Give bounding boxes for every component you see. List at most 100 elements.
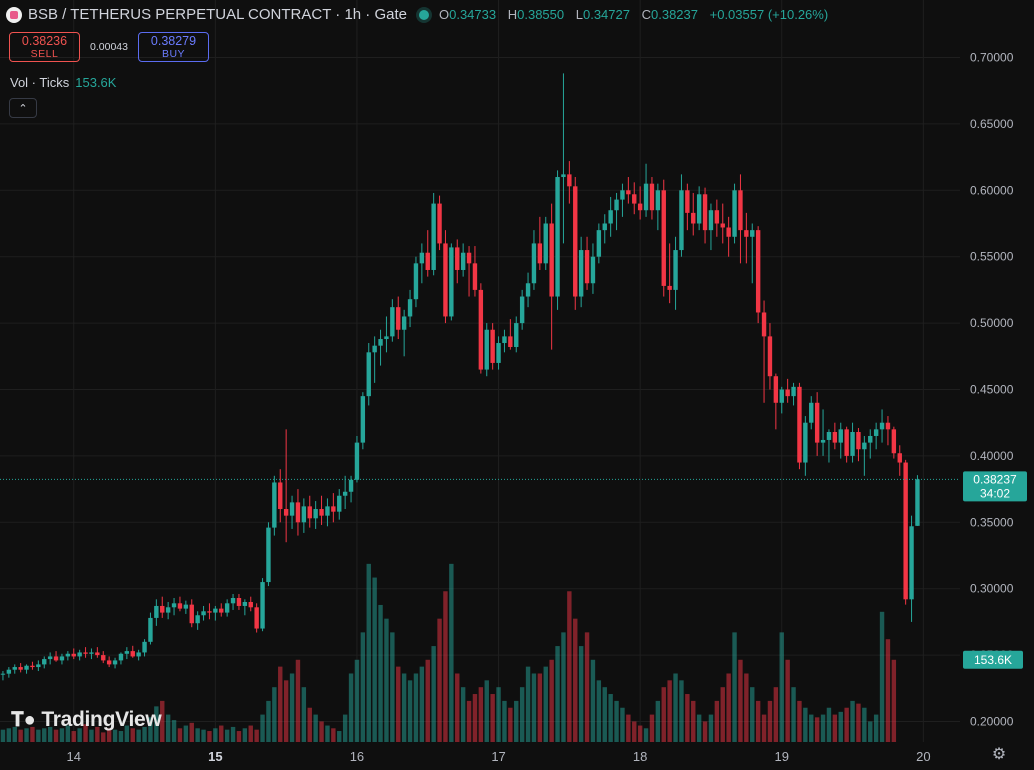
- volume-bar: [425, 659, 430, 742]
- volume-bar: [360, 632, 366, 742]
- spread-value: 0.00043: [90, 41, 128, 53]
- volume-bar: [213, 728, 218, 742]
- candle: [903, 459, 908, 605]
- volume-bar: [248, 725, 253, 742]
- candle-body: [165, 607, 171, 613]
- volume-bar: [785, 659, 790, 742]
- candle: [413, 256, 419, 308]
- buy-button[interactable]: 0.38279 BUY: [138, 32, 209, 62]
- volume-bar: [47, 726, 53, 742]
- price-tick-label: 0.60000: [970, 183, 1014, 197]
- candle-body: [755, 230, 761, 313]
- volume-bar: [626, 714, 631, 742]
- candle-body: [213, 608, 218, 613]
- candle: [283, 429, 289, 543]
- volume-bar: [101, 732, 106, 742]
- volume-bar: [891, 659, 897, 742]
- market-status-icon[interactable]: [418, 9, 429, 20]
- candle: [873, 422, 879, 450]
- volume-bar: [148, 717, 153, 742]
- candle-body: [171, 603, 177, 608]
- candle: [331, 493, 336, 523]
- candle-body: [248, 601, 253, 608]
- volume-bar: [160, 700, 165, 742]
- candle-body: [514, 323, 519, 348]
- candle: [278, 469, 283, 523]
- volume-bar: [679, 680, 684, 742]
- candle-countdown: 34:02: [980, 486, 1010, 500]
- volume-bar: [738, 659, 743, 742]
- candle-body: [531, 243, 537, 284]
- candle-body: [59, 656, 65, 661]
- volume-bar: [313, 714, 318, 742]
- volume-bar: [490, 694, 495, 742]
- volume-bar: [696, 714, 702, 742]
- volume-bar: [207, 731, 212, 742]
- price-scale[interactable]: 0.70000 0.65000 0.60000 0.55000 0.50000 0.450…: [960, 0, 1034, 742]
- volume-bar: [266, 700, 271, 742]
- candle: [142, 639, 147, 657]
- candle-body: [732, 190, 737, 237]
- candle: [885, 416, 891, 446]
- sell-button[interactable]: 0.38236 SELL: [9, 32, 80, 62]
- volume-bar: [885, 639, 891, 742]
- volume-bar: [868, 721, 873, 742]
- volume-bar: [136, 729, 141, 742]
- candle: [171, 597, 177, 616]
- candle: [691, 192, 696, 236]
- volume-bar: [189, 722, 194, 742]
- volume-bar: [372, 577, 377, 742]
- candle: [643, 163, 649, 217]
- volume-bar: [667, 680, 672, 742]
- volume-bar: [65, 725, 71, 742]
- volume-bar: [484, 680, 489, 742]
- candle: [366, 343, 371, 406]
- candle-body: [791, 386, 796, 397]
- candle: [372, 336, 377, 383]
- candle-body: [773, 376, 779, 403]
- candle-body: [726, 227, 731, 237]
- volume-bar: [803, 707, 808, 742]
- candle-body: [626, 190, 631, 195]
- candle-body: [12, 667, 17, 670]
- candle: [307, 495, 312, 528]
- volume-legend[interactable]: Vol · Ticks 153.6K: [10, 75, 116, 90]
- candle-body: [148, 617, 153, 642]
- candle: [384, 316, 389, 353]
- low-key: L: [575, 7, 583, 22]
- symbol-title[interactable]: BSB / TETHERUS PERPETUAL CONTRACT · 1h ·…: [28, 6, 407, 23]
- symbol-logo-icon: [6, 6, 22, 23]
- volume-bar: [567, 591, 572, 742]
- candle: [18, 663, 23, 673]
- tradingview-logo[interactable]: 𝐓● TradingView: [11, 708, 162, 732]
- candle: [602, 214, 607, 244]
- candle-body: [396, 307, 401, 330]
- candle-body: [124, 651, 130, 654]
- volume-bar: [130, 728, 135, 742]
- candle-body: [897, 453, 902, 463]
- candle: [519, 289, 525, 330]
- candle-body: [856, 431, 861, 450]
- candle-body: [272, 482, 277, 528]
- price-tick-label: 0.40000: [970, 449, 1014, 463]
- volume-bar: [154, 706, 159, 742]
- candle: [154, 599, 159, 626]
- candle: [183, 600, 189, 614]
- candle: [224, 599, 230, 617]
- time-scale[interactable]: 14 15 16 17 18 19 20: [0, 742, 960, 770]
- candle-body: [112, 660, 118, 665]
- candle: [555, 170, 560, 310]
- volume-bar: [602, 687, 607, 742]
- candle: [667, 243, 672, 304]
- collapse-legend-button[interactable]: ⌃: [9, 98, 37, 118]
- candle: [130, 645, 135, 658]
- candle: [425, 230, 430, 277]
- candle-body: [366, 352, 371, 397]
- candle-body: [407, 299, 413, 317]
- volume-bar: [820, 714, 826, 742]
- chart-plot-area[interactable]: [0, 0, 960, 742]
- gear-icon[interactable]: ⚙: [991, 746, 1007, 763]
- candle: [897, 445, 902, 476]
- candle: [750, 223, 755, 284]
- candle-body: [154, 605, 159, 618]
